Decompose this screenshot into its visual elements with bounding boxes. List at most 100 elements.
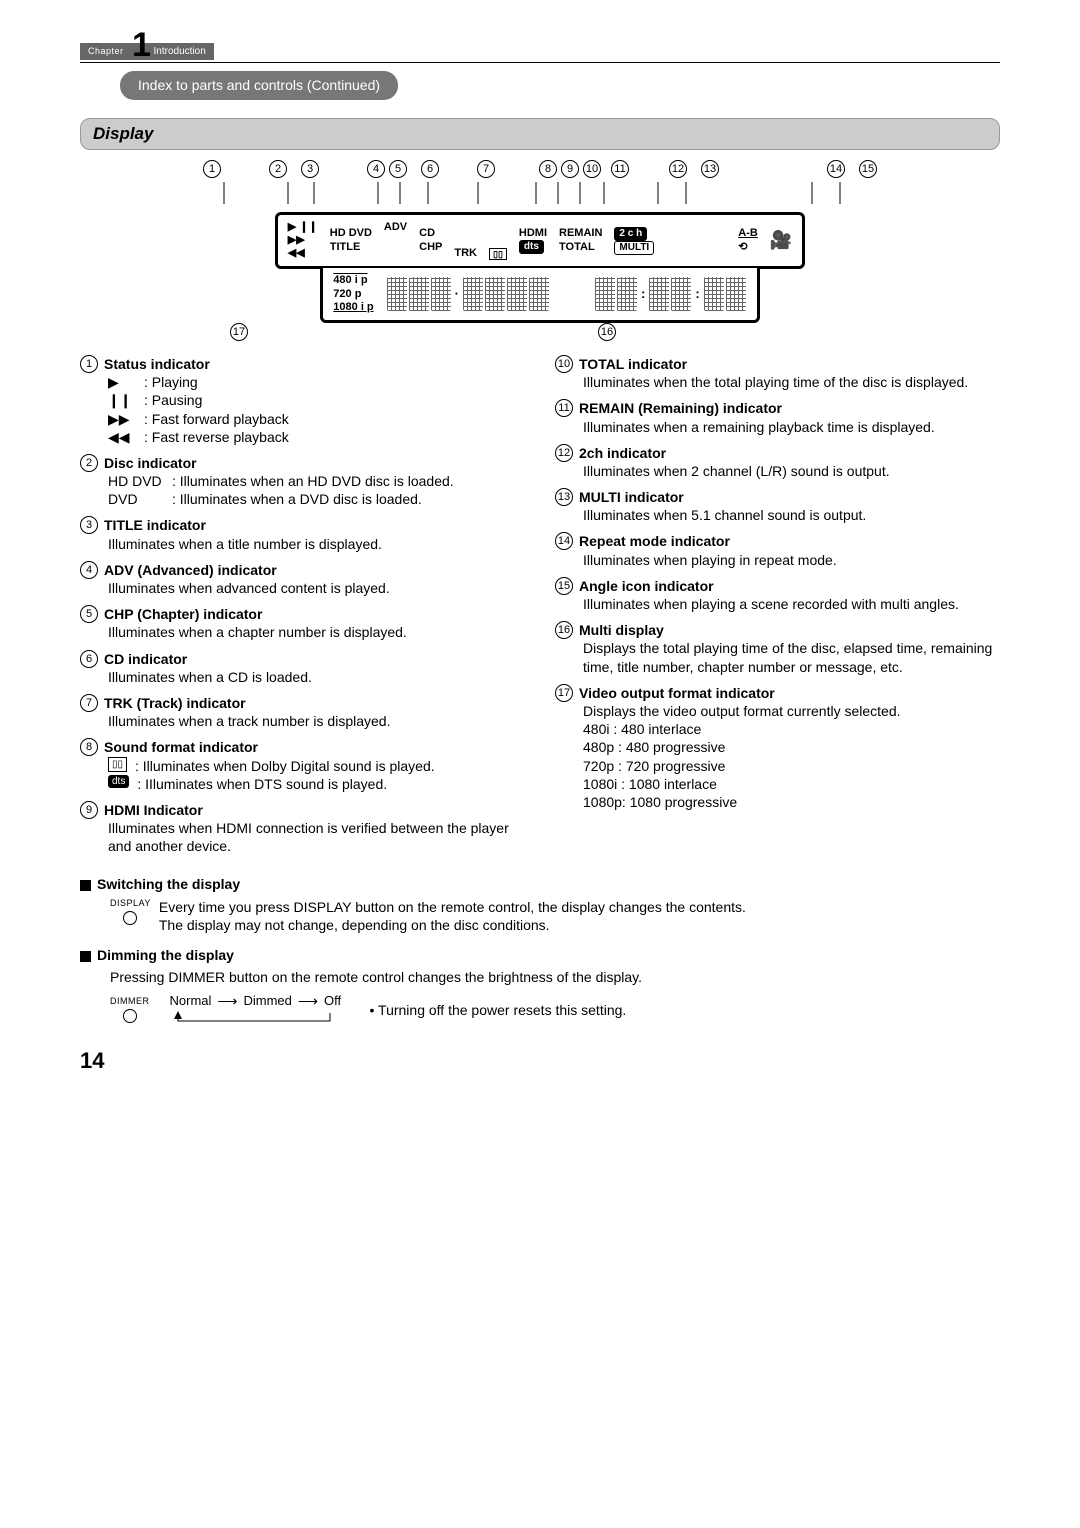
callout-n: 9 bbox=[561, 160, 579, 178]
subrow-icon: ▶▶ bbox=[108, 410, 136, 428]
label-adv: ADV bbox=[384, 221, 407, 234]
indicator-item: 13 MULTI indicatorIlluminates when 5.1 ch… bbox=[555, 488, 1000, 524]
display-button-label: DISPLAY bbox=[110, 898, 151, 910]
item-subrow: DVD: Illuminates when a DVD disc is load… bbox=[108, 490, 525, 508]
label-hddvd: HD DVD bbox=[330, 227, 372, 240]
item-list-line: 720p : 720 progressive bbox=[583, 757, 1000, 775]
subrow-text: : Illuminates when Dolby Digital sound i… bbox=[135, 757, 435, 775]
item-title: Sound format indicator bbox=[104, 738, 258, 756]
indicator-item: 7TRK (Track) indicatorIlluminates when a… bbox=[80, 694, 525, 730]
item-body: Displays the video output format current… bbox=[583, 702, 1000, 720]
item-body: Illuminates when a title number is displ… bbox=[108, 535, 525, 553]
item-number: 8 bbox=[80, 738, 98, 756]
callout-n: 3 bbox=[301, 160, 319, 178]
label-total: TOTAL bbox=[559, 241, 595, 254]
callout-ticks bbox=[210, 182, 870, 208]
subrow-text: : Playing bbox=[144, 373, 198, 391]
item-title: ADV (Advanced) indicator bbox=[104, 561, 277, 579]
play-pause-icon: ▶ ❙❙ bbox=[288, 221, 318, 234]
subrow-icon: dts bbox=[108, 775, 129, 788]
res-720: 720 p bbox=[333, 288, 361, 301]
item-subrow: dts : IIluminates when DTS sound is playe… bbox=[108, 775, 525, 793]
item-subrow: HD DVD : Illuminates when an HD DVD disc … bbox=[108, 472, 525, 490]
item-number: 15 bbox=[555, 577, 573, 595]
page-number: 14 bbox=[80, 1047, 1000, 1076]
subrow-icon: ❙❙ bbox=[108, 391, 136, 409]
ff-icon: ▶▶ bbox=[288, 234, 305, 247]
switching-line1: Every time you press DISPLAY button on t… bbox=[159, 898, 746, 916]
item-title: Disc indicator bbox=[104, 454, 197, 472]
callout-n: 11 bbox=[611, 160, 629, 178]
subrow-text: : IIluminates when DTS sound is played. bbox=[137, 775, 387, 793]
item-body: Illuminates when a remaining playback ti… bbox=[583, 418, 1000, 436]
item-title: Angle icon indicator bbox=[579, 577, 714, 595]
indicator-item: 4ADV (Advanced) indicatorIlluminates whe… bbox=[80, 561, 525, 597]
display-button-icon bbox=[123, 911, 137, 925]
subrow-label: HD DVD bbox=[108, 472, 164, 490]
item-number: 6 bbox=[80, 650, 98, 668]
callout-n: 5 bbox=[389, 160, 407, 178]
indicator-item: 11REMAIN (Remaining) indicatorIlluminate… bbox=[555, 399, 1000, 435]
item-number: 13 bbox=[555, 488, 573, 506]
dimmer-button-label: DIMMER bbox=[110, 996, 150, 1008]
item-body: Illuminates when a CD is loaded. bbox=[108, 668, 525, 686]
indicator-item: 15 Angle icon indicatorIlluminates when p… bbox=[555, 577, 1000, 613]
subsection-pill: Index to parts and controls (Continued) bbox=[120, 71, 398, 99]
callout-n: 2 bbox=[269, 160, 287, 178]
item-number: 16 bbox=[555, 621, 573, 639]
item-number: 10 bbox=[555, 355, 573, 373]
subrow-label: DVD bbox=[108, 490, 164, 508]
seven-seg-left: · bbox=[386, 277, 550, 311]
callout-n: 4 bbox=[367, 160, 385, 178]
item-body: Illuminates when 5.1 channel sound is ou… bbox=[583, 506, 1000, 524]
item-title: HDMI Indicator bbox=[104, 801, 203, 819]
chapter-label: Chapter bbox=[88, 46, 124, 58]
item-title: REMAIN (Remaining) indicator bbox=[579, 399, 782, 417]
dimming-heading: Dimming the display bbox=[80, 946, 1000, 964]
switching-line2: The display may not change, depending on… bbox=[159, 916, 746, 934]
chapter-number: 1 bbox=[132, 23, 151, 67]
rw-icon: ◀◀ bbox=[288, 247, 305, 260]
indicator-item: 6 CD indicatorIlluminates when a CD is lo… bbox=[80, 650, 525, 686]
subrow-text: : Illuminates when an HD DVD disc is loa… bbox=[172, 472, 454, 490]
indicator-item: 122ch indicatorIlluminates when 2 channe… bbox=[555, 444, 1000, 480]
repeat-icon: ⟲ bbox=[738, 241, 747, 254]
res-480: 480 i p bbox=[333, 274, 367, 287]
item-body: Illuminates when 2 channel (L/R) sound i… bbox=[583, 462, 1000, 480]
item-title: MULTI indicator bbox=[579, 488, 684, 506]
dimmer-row: DIMMER Normal ⟶ Dimmed ⟶ Off • Turning o… bbox=[110, 992, 1000, 1028]
callout-n: 12 bbox=[669, 160, 687, 178]
indicator-item: 16Multi displayDisplays the total playin… bbox=[555, 621, 1000, 676]
item-list-line: 480p : 480 progressive bbox=[583, 738, 1000, 756]
display-header: Display bbox=[80, 118, 1000, 150]
item-number: 12 bbox=[555, 444, 573, 462]
callout-n: 17 bbox=[230, 323, 248, 341]
indicator-item: 5CHP (Chapter) indicatorIlluminates when… bbox=[80, 605, 525, 641]
item-subrow: ▶▶: Fast forward playback bbox=[108, 410, 525, 428]
subrow-icon: ▶ bbox=[108, 373, 136, 391]
item-number: 9 bbox=[80, 801, 98, 819]
label-ab: A-B bbox=[738, 227, 758, 240]
item-body: Illuminates when a track number is displ… bbox=[108, 712, 525, 730]
item-title: CHP (Chapter) indicator bbox=[104, 605, 262, 623]
item-body: Illuminates when playing a scene recorde… bbox=[583, 595, 1000, 613]
item-title: CD indicator bbox=[104, 650, 187, 668]
item-title: Status indicator bbox=[104, 355, 210, 373]
indicator-item: 9HDMI IndicatorIlluminates when HDMI con… bbox=[80, 801, 525, 856]
indicator-item: 17Video output format indicatorDisplays … bbox=[555, 684, 1000, 811]
callout-n: 10 bbox=[583, 160, 601, 178]
item-subrow: ▶ : Playing bbox=[108, 373, 525, 391]
callout-n: 1 bbox=[203, 160, 221, 178]
item-number: 1 bbox=[80, 355, 98, 373]
subrow-icon: ◀◀ bbox=[108, 428, 136, 446]
item-title: TITLE indicator bbox=[104, 516, 206, 534]
item-number: 17 bbox=[555, 684, 573, 702]
dolby-icon: ▯▯ bbox=[489, 248, 507, 261]
item-subrow: ◀◀: Fast reverse playback bbox=[108, 428, 525, 446]
callout-n: 16 bbox=[598, 323, 616, 341]
item-number: 7 bbox=[80, 694, 98, 712]
item-body: Illuminates when the total playing time … bbox=[583, 373, 1000, 391]
callout-n: 7 bbox=[477, 160, 495, 178]
indicator-columns: 1Status indicator▶: Playing❙❙: Pausing▶▶… bbox=[80, 355, 1000, 864]
label-remain: REMAIN bbox=[559, 227, 602, 240]
